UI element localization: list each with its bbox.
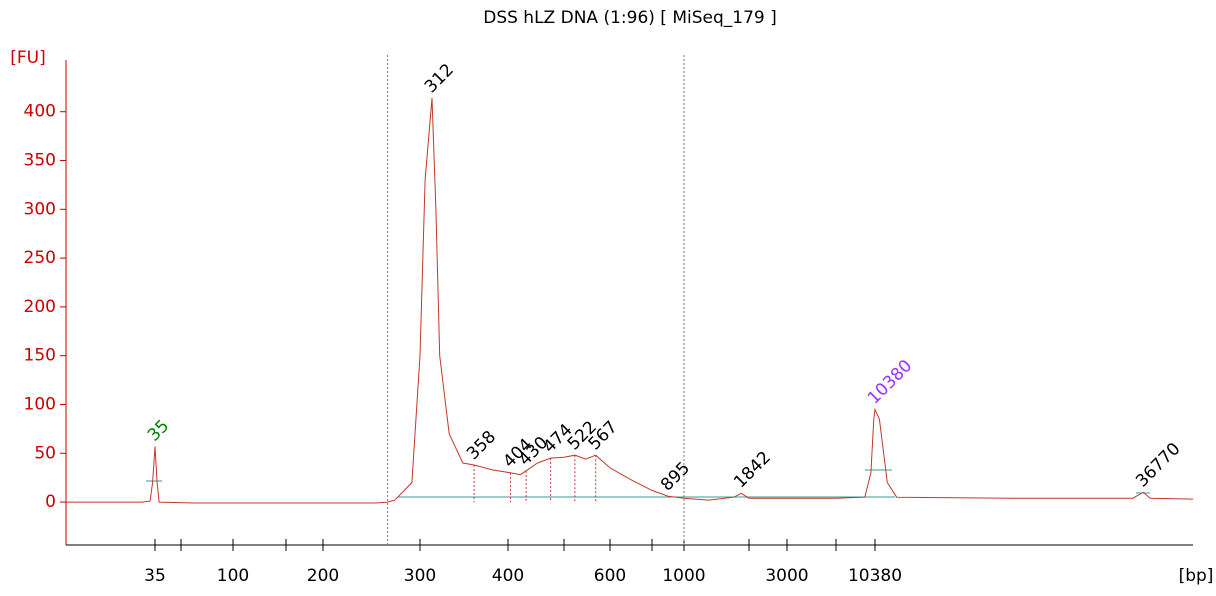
y-tick-label: 200 <box>24 297 56 317</box>
y-tick-label: 150 <box>24 346 56 366</box>
peak-label: 358 <box>463 427 500 464</box>
x-tick-label: 35 <box>144 566 166 586</box>
chart-title: DSS hLZ DNA (1:96) [ MiSeq_179 ] <box>483 8 777 28</box>
y-tick-label: 100 <box>24 394 56 414</box>
peak-label: 895 <box>657 458 694 495</box>
x-tick-label: 1000 <box>662 566 705 586</box>
y-tick-label: 350 <box>24 151 56 171</box>
x-tick-label: 400 <box>492 566 524 586</box>
y-tick-label: 0 <box>45 492 56 512</box>
trace <box>66 98 1194 504</box>
peak-label: 36770 <box>1132 439 1184 491</box>
x-axis-label: [bp] <box>1179 566 1214 586</box>
peak-label: 35 <box>144 416 173 445</box>
x-tick-label: 100 <box>217 566 249 586</box>
x-tick-label: 300 <box>404 566 436 586</box>
y-tick-label: 300 <box>24 199 56 219</box>
x-tick-label: 600 <box>594 566 626 586</box>
peak-label: 10380 <box>864 356 916 408</box>
y-axis-label: [FU] <box>10 48 46 68</box>
peak-label: 312 <box>421 60 458 97</box>
y-tick-label: 250 <box>24 248 56 268</box>
y-tick-label: 400 <box>24 102 56 122</box>
x-tick-label: 200 <box>307 566 339 586</box>
y-tick-label: 50 <box>34 443 56 463</box>
x-tick-label: 10380 <box>848 566 902 586</box>
x-tick-label: 3000 <box>765 566 808 586</box>
peak-label: 1842 <box>730 448 775 493</box>
